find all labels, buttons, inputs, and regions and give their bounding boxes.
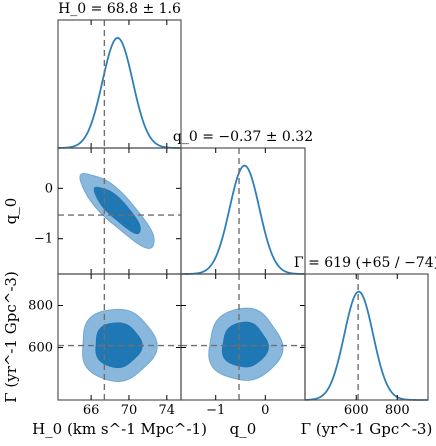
contour-inner-H0-q0 bbox=[93, 186, 141, 235]
y-tick-label-Gamma-0: 600 bbox=[28, 341, 53, 356]
panel-title-Gamma: Γ = 619 (+65 / −74) bbox=[294, 255, 436, 271]
panel-frame-Gamma-Gamma bbox=[304, 273, 429, 401]
marginal-curve-Gamma bbox=[304, 290, 428, 401]
x-axis-label-q0: q_0 bbox=[230, 420, 257, 438]
y-axis-label-Gamma: Γ (yr^-1 Gpc^-3) bbox=[2, 271, 20, 403]
x-tick-label-H0-1: 70 bbox=[121, 403, 138, 418]
panel-title-q0: q_0 = −0.37 ± 0.32 bbox=[173, 129, 313, 145]
panel-title-H0: H_0 = 68.8 ± 1.6 bbox=[58, 1, 181, 17]
x-tick-label-H0-0: 66 bbox=[83, 403, 100, 418]
x-tick-label-Gamma-0: 600 bbox=[344, 403, 369, 418]
x-axis-label-Gamma: Γ (yr^-1 Gpc^-3) bbox=[301, 420, 433, 438]
marginal-curve-H0 bbox=[57, 37, 181, 149]
x-tick-label-Gamma-1: 800 bbox=[385, 403, 410, 418]
y-tick-label-q0-0: −1 bbox=[34, 232, 53, 247]
y-tick-label-q0-1: 0 bbox=[45, 181, 53, 196]
y-tick-label-Gamma-1: 800 bbox=[28, 299, 53, 314]
x-tick-label-q0-0: −1 bbox=[206, 403, 225, 418]
x-tick-label-H0-2: 74 bbox=[159, 403, 176, 418]
marginal-curve-q0 bbox=[181, 164, 305, 275]
x-axis-label-H0: H_0 (km s^-1 Mpc^-1) bbox=[32, 420, 207, 438]
contour-inner-q0-Gamma bbox=[221, 321, 269, 368]
x-tick-label-q0-1: 0 bbox=[261, 403, 269, 418]
y-axis-label-q0: q_0 bbox=[2, 198, 20, 225]
